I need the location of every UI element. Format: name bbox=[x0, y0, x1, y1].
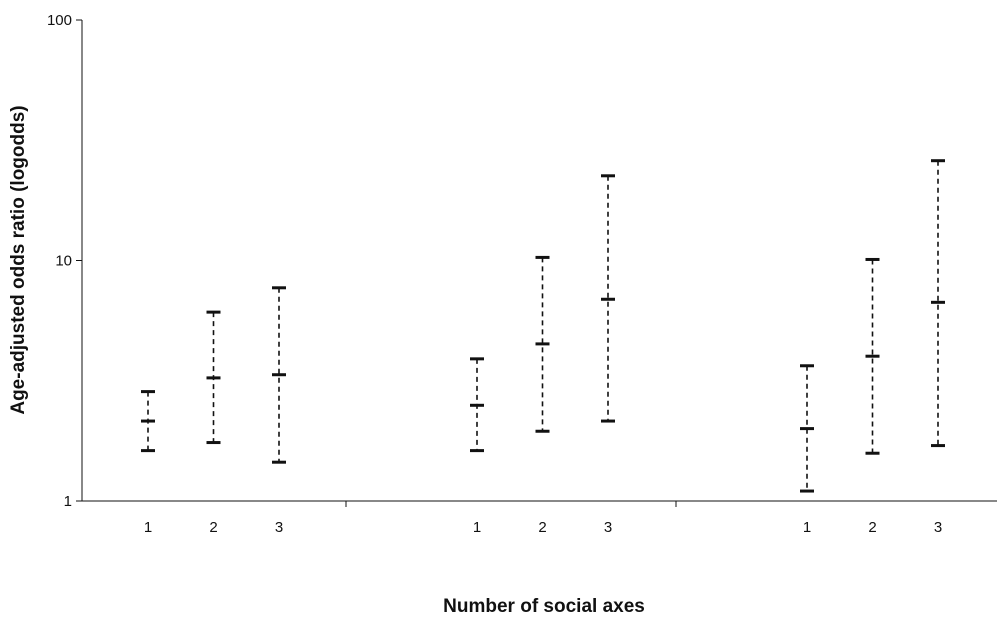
y-tick-label: 100 bbox=[47, 12, 72, 29]
tick-labels: 1 10 100 1 2 3 1 2 3 1 2 3 bbox=[47, 12, 942, 536]
x-tick-label: 2 bbox=[209, 519, 217, 536]
y-tick-label: 10 bbox=[55, 253, 72, 270]
y-tick-label: 1 bbox=[64, 493, 72, 510]
x-tick-label: 1 bbox=[803, 519, 811, 536]
error-bars bbox=[141, 159, 945, 493]
x-tick-label: 3 bbox=[934, 519, 942, 536]
x-tick-label: 3 bbox=[604, 519, 612, 536]
y-axis-title: Age-adjusted odds ratio (logodds) bbox=[8, 105, 29, 414]
x-tick-label: 3 bbox=[275, 519, 283, 536]
x-tick-label: 1 bbox=[144, 519, 152, 536]
x-axis-title: Number of social axes bbox=[443, 596, 645, 617]
axes bbox=[76, 19, 997, 507]
x-tick-label: 2 bbox=[868, 519, 876, 536]
x-tick-label: 2 bbox=[538, 519, 546, 536]
x-tick-label: 1 bbox=[473, 519, 481, 536]
